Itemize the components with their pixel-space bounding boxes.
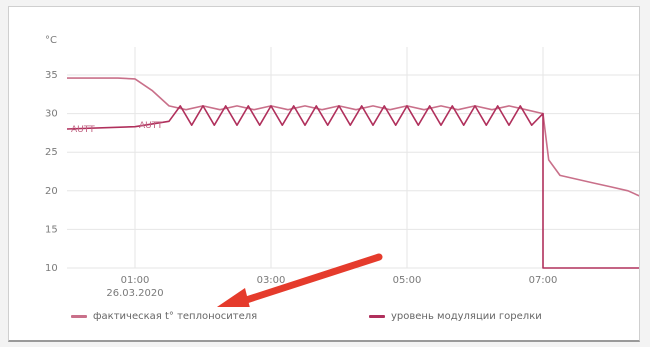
- y-tick-label: 15: [45, 224, 58, 235]
- legend-swatch-coolant-temp: [71, 315, 87, 318]
- x-tick-date-label: 26.03.2020: [106, 288, 163, 299]
- x-tick-label: 03:00: [257, 275, 286, 286]
- grid: [67, 47, 639, 269]
- y-tick-label: 25: [45, 147, 58, 158]
- legend-label-coolant-temp: фактическая t° теплоносителя: [93, 311, 258, 322]
- legend-label-burner-modulation: уровень модуляции горелки: [391, 311, 542, 322]
- series-group: [66, 77, 639, 269]
- annotation-label: AUTT: [139, 121, 163, 131]
- series-line-burner-modulation: [66, 105, 639, 269]
- x-axis-ticks: 01:00 26.03.2020 03:00 05:00 07:00: [106, 275, 557, 299]
- y-unit-label: °C: [45, 35, 57, 46]
- legend-item-burner-modulation[interactable]: уровень модуляции горелки: [369, 311, 542, 322]
- y-tick-label: 30: [45, 109, 58, 120]
- annotation-label: AUTT: [71, 125, 95, 135]
- y-tick-label: 20: [45, 186, 58, 197]
- y-tick-label: 10: [45, 263, 58, 274]
- y-axis-ticks: 35 30 25 20 15 10: [45, 70, 58, 274]
- chart-canvas: °C 35 30 25 20 15 10 01:00 26.03.2020 03:00 05:0…: [45, 35, 639, 307]
- legend: фактическая t° теплоносителя уровень мод…: [9, 311, 639, 331]
- annotations: AUTT AUTT: [71, 121, 163, 135]
- legend-item-coolant-temp[interactable]: фактическая t° теплоносителя: [71, 311, 257, 322]
- chart-panel: °C 35 30 25 20 15 10 01:00 26.03.2020 03:00 05:0…: [8, 6, 640, 342]
- y-tick-label: 35: [45, 70, 58, 81]
- series-line-coolant-temp: [67, 77, 639, 197]
- red-arrow-annotation: [216, 253, 383, 307]
- x-tick-label: 07:00: [529, 275, 558, 286]
- x-tick-label: 01:00: [121, 275, 150, 286]
- legend-swatch-burner-modulation: [369, 315, 385, 318]
- x-tick-label: 05:00: [393, 275, 422, 286]
